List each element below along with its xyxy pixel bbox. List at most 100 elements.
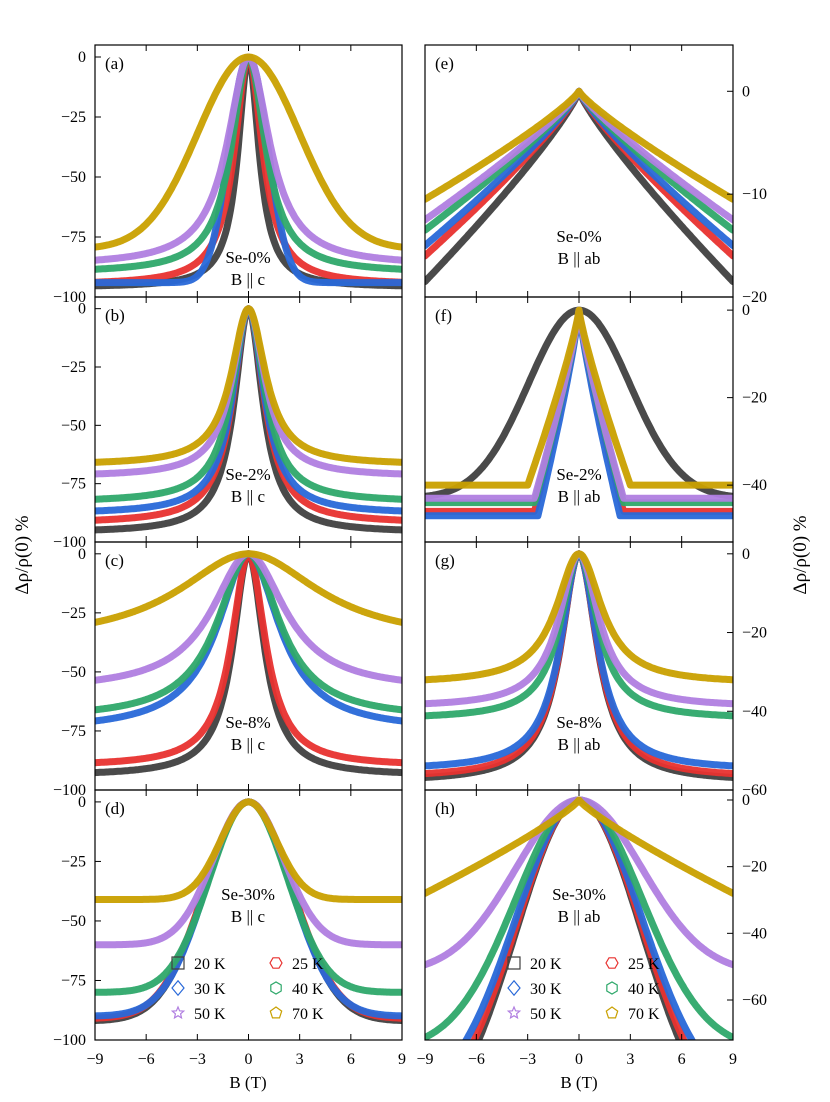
panel-label: (h) [435,799,455,818]
y-tick-label: −100 [53,1032,86,1049]
x-tick-label: 6 [347,1051,355,1068]
panel-a: 0 −25 −50 −75 −100 (a) Se-0% B || c [53,44,403,306]
y-tick-label: −20 [742,289,767,306]
y-tick-label: −75 [61,723,86,740]
left-x-axis-label: B (T) [229,1073,266,1092]
x-tick-label: −9 [416,1051,433,1068]
panel-b-series [95,305,402,534]
legend-label: 30 K [530,981,562,998]
y-tick-label: −25 [61,853,86,870]
legend-label: 25 K [292,956,324,973]
x-tick-label: 0 [575,1051,583,1068]
panel-g: 0 −20 −40 −60 (g) Se-8% B || ab [424,541,767,799]
legend-marker-diamond [171,979,185,997]
sample-label: Se-30% [221,885,275,904]
panel-label: (b) [105,306,125,325]
legend-label: 20 K [530,956,562,973]
y-tick-label: −20 [742,859,767,876]
series-line-d-70k [95,798,402,903]
series-line-f-70k [425,306,733,489]
x-tick-label: 0 [245,1051,253,1068]
series-line-a-40k [95,53,402,273]
legend-label: 30 K [194,981,226,998]
panel-g-series [425,550,733,781]
legend-label: 20 K [194,956,226,973]
legend-label: 40 K [292,981,324,998]
y-tick-label: −75 [61,476,86,493]
y-tick-label: −75 [61,229,86,246]
panel-f-series [425,306,733,520]
x-tick-label: −3 [519,1051,536,1068]
sample-label: Se-30% [552,885,606,904]
x-tick-label: −9 [86,1051,103,1068]
y-tick-label: −40 [742,703,767,720]
legend-right: 20 K 25 K 30 K 40 K 50 K 70 K [506,956,660,1023]
field-label: B || c [231,487,266,506]
series-line-h-70k [425,796,733,897]
y-tick-label: 0 [78,546,86,563]
series-line-c-40k [95,550,402,714]
y-tick-label: −40 [742,477,767,494]
series-line-g-50k [425,550,733,708]
panel-label: (e) [435,54,454,73]
x-tick-label: −6 [138,1051,155,1068]
legend-label: 40 K [628,981,660,998]
x-tick-label: 3 [296,1051,304,1068]
sample-label: Se-2% [556,465,601,484]
legend-marker-circle [269,957,283,969]
series-line-h-30k [462,796,696,1040]
panel-label: (c) [105,551,124,570]
y-tick-label: −40 [742,925,767,942]
panel-e-series [425,87,733,286]
field-label: B || ab [558,907,601,926]
right-x-axis-label: B (T) [560,1073,597,1092]
y-tick-label: −50 [61,169,86,186]
series-line-c-70k [95,550,402,626]
series-line-c-30k [95,550,402,725]
panel-h: −9 −6 −3 0 3 6 9 0 −20 −40 −60 (h) Se-30% B || ab [416,789,767,1068]
y-tick-label: 0 [78,301,86,318]
legend-marker-pentagon [269,1006,283,1019]
left-y-axis-label: Δρ/ρ(0) % [12,515,33,594]
field-label: B || ab [558,487,601,506]
sample-label: Se-0% [556,227,601,246]
x-tick-label: 3 [626,1051,634,1068]
panel-label: (d) [105,799,125,818]
y-tick-label: −60 [742,782,767,799]
y-tick-label: 0 [742,792,750,809]
field-label: B || c [231,907,266,926]
legend-label: 50 K [194,1006,226,1023]
panel-c-series [95,550,402,777]
legend-left: 20 K 25 K 30 K 40 K 50 K 70 K [170,956,324,1023]
legend-label: 50 K [530,1006,562,1023]
legend-marker-square [171,956,185,970]
field-label: B || c [231,735,266,754]
panel-d-series [95,798,402,1024]
field-label: B || ab [558,249,601,268]
field-label: B || ab [558,735,601,754]
panels-layer: 0−25−50−75−100(a)Se-0%B || c0−25−50−75−1… [53,44,767,1068]
panel-a-series [95,53,402,290]
x-tick-label: −6 [468,1051,485,1068]
y-tick-label: −50 [61,417,86,434]
y-tick-label: −100 [53,289,86,306]
legend-marker-hexagon [270,981,282,995]
legend-marker-pentagon [605,1006,619,1019]
y-tick-label: −25 [61,359,86,376]
series-line-g-40k [425,550,733,720]
y-tick-label: −60 [742,992,767,1009]
y-tick-label: −75 [61,972,86,989]
x-tick-label: 9 [398,1051,406,1068]
y-tick-label: −20 [742,625,767,642]
panel-f: 0 −20 −40 (f) Se-2% B || ab [424,296,767,543]
series-line-b-50k [95,305,402,478]
x-tick-label: 6 [678,1051,686,1068]
sample-label: Se-8% [225,713,270,732]
y-tick-label: 0 [78,49,86,66]
legend-label: 70 K [628,1006,660,1023]
series-line-h-50k [425,796,733,969]
y-tick-label: −50 [61,664,86,681]
series-line-b-70k [95,305,402,466]
y-tick-label: −100 [53,782,86,799]
